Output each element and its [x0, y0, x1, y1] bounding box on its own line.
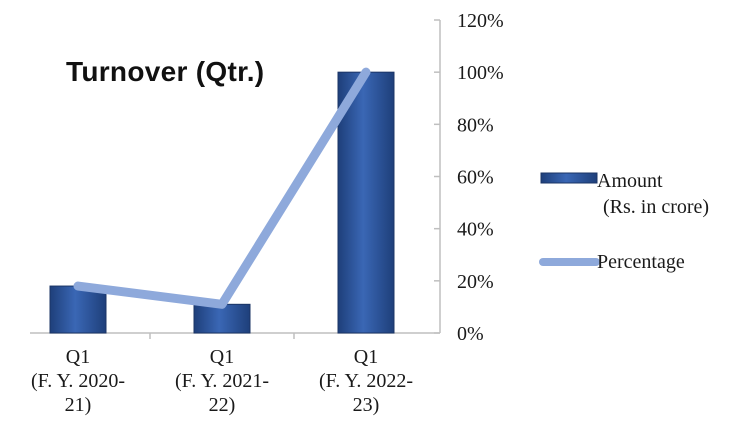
line-series-percentage: [73, 67, 371, 309]
y-tick-label: 0%: [457, 323, 484, 345]
y-tick-label: 60%: [457, 167, 494, 189]
legend-label-amount: Amount (Rs. in crore): [597, 170, 709, 218]
bar: [193, 303, 251, 334]
bar: [337, 71, 395, 334]
y-tick-label: 100%: [457, 62, 504, 84]
x-tick-label: Q1 (F. Y. 2021-22): [175, 346, 269, 416]
y-tick-label: 80%: [457, 114, 494, 136]
bar: [49, 285, 107, 334]
chart-title: Turnover (Qtr.): [66, 56, 265, 87]
legend-swatch-amount: [540, 172, 598, 184]
x-tick-label: Q1 (F. Y. 2020-21): [31, 346, 125, 416]
x-tick-label: Q1 (F. Y. 2022-23): [319, 346, 413, 416]
y-tick-label: 40%: [457, 219, 494, 241]
y-tick-label: 20%: [457, 271, 494, 293]
y-tick-label: 120%: [457, 10, 504, 32]
legend-label-percentage: Percentage: [597, 251, 685, 273]
